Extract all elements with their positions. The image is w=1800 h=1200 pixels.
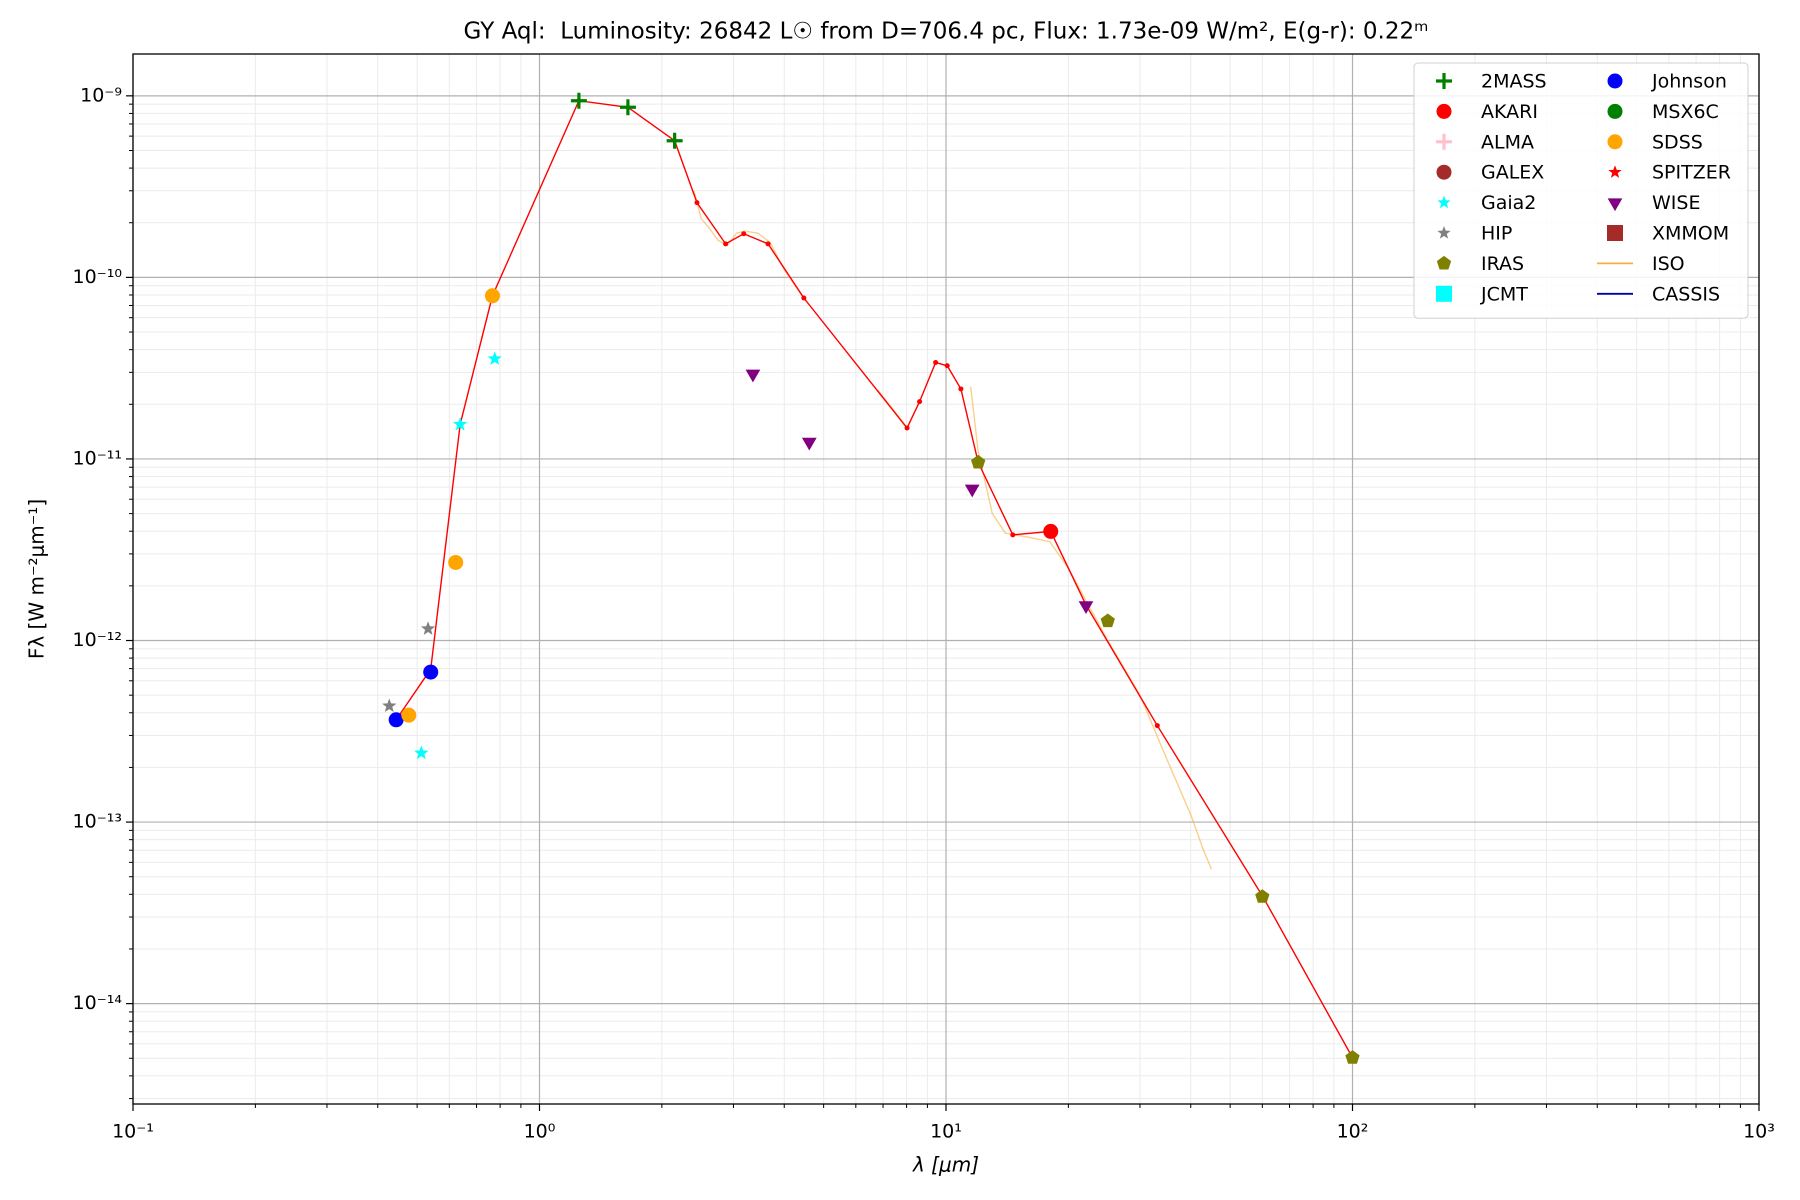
- legend-label: MSX6C: [1652, 101, 1719, 123]
- point: [453, 416, 468, 431]
- model-point: [801, 295, 807, 301]
- y-tick-label: 10⁻⁹: [80, 84, 122, 106]
- model-point: [765, 241, 771, 247]
- point: [388, 712, 404, 728]
- y-axis-label: Fλ [W m⁻²μm⁻¹]: [25, 499, 49, 659]
- legend-label: HIP: [1481, 223, 1512, 245]
- legend-label: JCMT: [1480, 283, 1528, 305]
- point: [1078, 601, 1094, 614]
- legend-label: ISO: [1652, 253, 1685, 275]
- point: [414, 745, 429, 760]
- model-point: [917, 399, 923, 405]
- x-tick-label: 10¹: [930, 1121, 962, 1143]
- legend-label: Gaia2: [1481, 192, 1536, 214]
- x-axis-label: λ [μm]: [912, 1153, 979, 1177]
- legend-marker: [1436, 285, 1452, 302]
- model-point: [741, 231, 747, 237]
- legend-marker: [1436, 103, 1452, 119]
- model-line: [395, 99, 1354, 1058]
- x-tick-label: 10³: [1743, 1121, 1775, 1143]
- model-point: [723, 241, 729, 247]
- x-tick-label: 10⁻¹: [112, 1121, 154, 1143]
- legend-marker: [1607, 198, 1623, 212]
- legend-marker: [1436, 255, 1452, 270]
- legend-marker: [1607, 73, 1623, 89]
- point: [448, 554, 464, 570]
- model-point: [944, 363, 950, 369]
- legend-marker: [1608, 165, 1622, 178]
- point: [423, 664, 439, 680]
- legend-marker: [1607, 225, 1623, 241]
- x-tick-label: 10⁰: [524, 1121, 556, 1143]
- legend-label: ALMA: [1481, 131, 1534, 153]
- point: [1255, 889, 1270, 903]
- legend-marker: [1436, 164, 1452, 180]
- legend-label: Johnson: [1651, 71, 1727, 93]
- model-point: [958, 386, 964, 392]
- legend-label: GALEX: [1481, 162, 1544, 184]
- point: [801, 437, 817, 451]
- point: [619, 99, 636, 116]
- y-tick-label: 10⁻¹⁰: [73, 266, 122, 288]
- legend-label: AKARI: [1481, 101, 1538, 123]
- legend-label: CASSIS: [1652, 283, 1720, 305]
- model-point: [933, 359, 939, 365]
- legend-marker: [1437, 195, 1451, 209]
- point: [401, 707, 417, 723]
- point: [1043, 523, 1059, 539]
- chart-title: GY Aql: Luminosity: 26842 L☉ from D=706.…: [464, 19, 1429, 45]
- y-tick-label: 10⁻¹²: [73, 629, 122, 651]
- point: [382, 698, 397, 713]
- legend-label: WISE: [1652, 192, 1700, 214]
- point: [570, 92, 587, 109]
- model-point: [694, 200, 700, 206]
- x-tick-label: 10²: [1337, 1121, 1369, 1143]
- point: [971, 454, 986, 469]
- legend-marker: [1607, 134, 1623, 150]
- legend: 2MASS AKARI ALMA GALEX Gaia2 HIP IRAS JCMT Johns…: [1413, 62, 1749, 319]
- legend-label: SDSS: [1652, 131, 1703, 153]
- point: [964, 484, 980, 498]
- y-tick-label: 10⁻¹³: [73, 811, 122, 833]
- point: [484, 288, 500, 304]
- point: [666, 132, 683, 149]
- y-tick-label: 10⁻¹⁴: [73, 992, 123, 1014]
- legend-label: 2MASS: [1481, 71, 1547, 93]
- point: [487, 351, 502, 365]
- legend-label: IRAS: [1481, 253, 1524, 275]
- legend-label: XMMOM: [1652, 223, 1729, 245]
- model-point: [1154, 723, 1160, 729]
- point: [420, 621, 436, 635]
- legend-marker: [1437, 226, 1451, 239]
- y-tick-label: 10⁻¹¹: [73, 447, 122, 469]
- point: [1100, 613, 1115, 628]
- legend-box: [1413, 62, 1749, 319]
- legend-label: SPITZER: [1652, 162, 1731, 184]
- plot-frame: [132, 53, 1760, 1105]
- point: [745, 369, 761, 383]
- point: [1345, 1050, 1360, 1064]
- model-point: [904, 425, 910, 431]
- legend-marker: [1436, 73, 1452, 89]
- legend-marker: [1607, 103, 1623, 119]
- legend-marker: [1436, 133, 1452, 150]
- model-point: [1010, 532, 1016, 538]
